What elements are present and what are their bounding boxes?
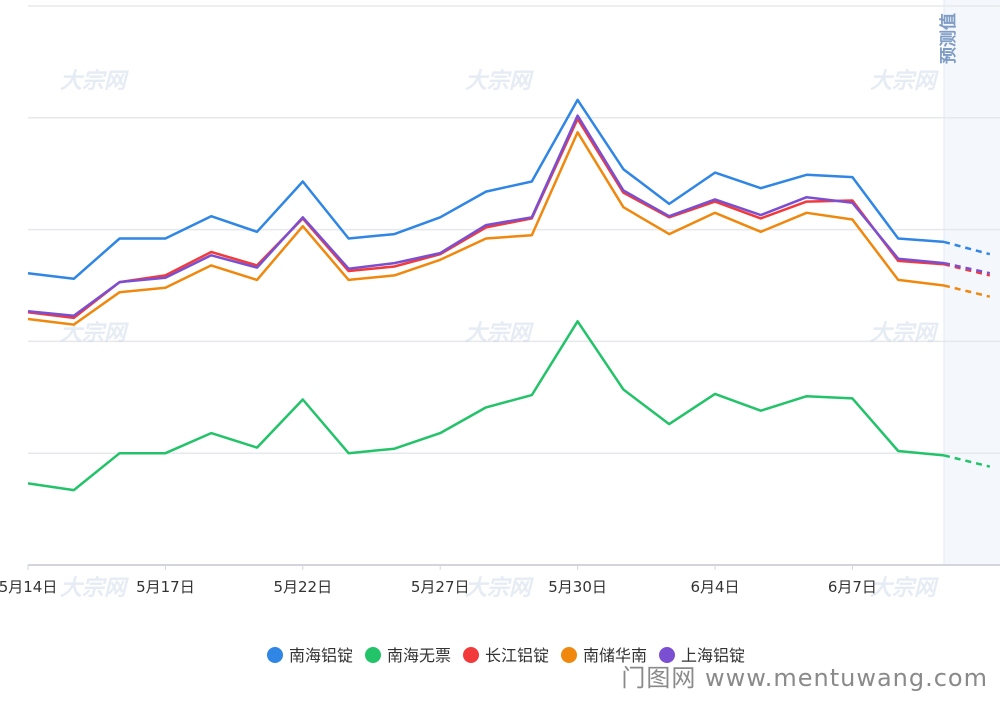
x-tick-label: 5月27日 [411, 578, 470, 596]
chart-background [943, 0, 1000, 565]
watermark-text: 大宗网 [465, 320, 534, 346]
series-forecast-line-2 [943, 454, 991, 468]
x-tick-label: 5月17日 [136, 578, 195, 596]
legend-label: 上海铝锭 [681, 646, 745, 665]
series-lines [27, 98, 991, 492]
site-watermark: 门图网 www.mentuwang.com [621, 664, 988, 692]
watermark-text: 大宗网 [60, 68, 129, 94]
legend[interactable]: 南海铝锭 南海无票 长江铝锭 南储华南 上海铝锭 [267, 646, 745, 665]
legend-label: 南储华南 [583, 646, 647, 665]
x-tick-label: 5月14日 [0, 578, 57, 596]
series-line-2 [27, 320, 945, 492]
forecast-label: 预测值 [938, 13, 959, 64]
legend-label: 南海铝锭 [289, 646, 353, 665]
series-forecast-line-1 [943, 240, 991, 256]
legend-item-4[interactable]: 南储华南 [561, 646, 647, 665]
watermark-text: 大宗网 [465, 68, 534, 94]
forecast-shade [944, 0, 1000, 565]
series-forecast-line-4 [943, 284, 991, 298]
legend-marker [463, 647, 479, 663]
legend-item-3[interactable]: 长江铝锭 [463, 646, 549, 665]
watermark-text: 大宗网 [870, 575, 939, 601]
legend-marker [267, 647, 283, 663]
series-line-1 [27, 98, 945, 281]
x-tick-label: 5月22日 [273, 578, 332, 596]
series-forecast-line-5 [943, 261, 991, 275]
x-tick-label: 6月4日 [690, 578, 739, 596]
watermark-text: 大宗网 [60, 575, 129, 601]
x-tick-label: 5月30日 [548, 578, 607, 596]
legend-item-1[interactable]: 南海铝锭 [267, 646, 353, 665]
series-forecast-line-3 [943, 263, 991, 277]
watermark-text: 大宗网 [465, 575, 534, 601]
legend-item-2[interactable]: 南海无票 [365, 646, 451, 665]
legend-item-5[interactable]: 上海铝锭 [659, 646, 745, 665]
series-line-5 [27, 114, 945, 317]
legend-marker [659, 647, 675, 663]
legend-label: 南海无票 [387, 646, 451, 665]
watermark-text: 大宗网 [870, 320, 939, 346]
x-tick-label: 6月7日 [828, 578, 877, 596]
gridlines [28, 5, 1000, 566]
series-line-3 [27, 117, 945, 320]
legend-marker [561, 647, 577, 663]
legend-label: 长江铝锭 [485, 646, 549, 665]
legend-marker [365, 647, 381, 663]
watermark-text: 大宗网 [870, 68, 939, 94]
forecast-region: 预测值 [938, 13, 959, 64]
series-line-4 [27, 131, 945, 326]
x-axis-ticks: 5月14日 5月17日 5月22日 5月27日 5月30日 6月4日 6月7日 [0, 565, 877, 596]
